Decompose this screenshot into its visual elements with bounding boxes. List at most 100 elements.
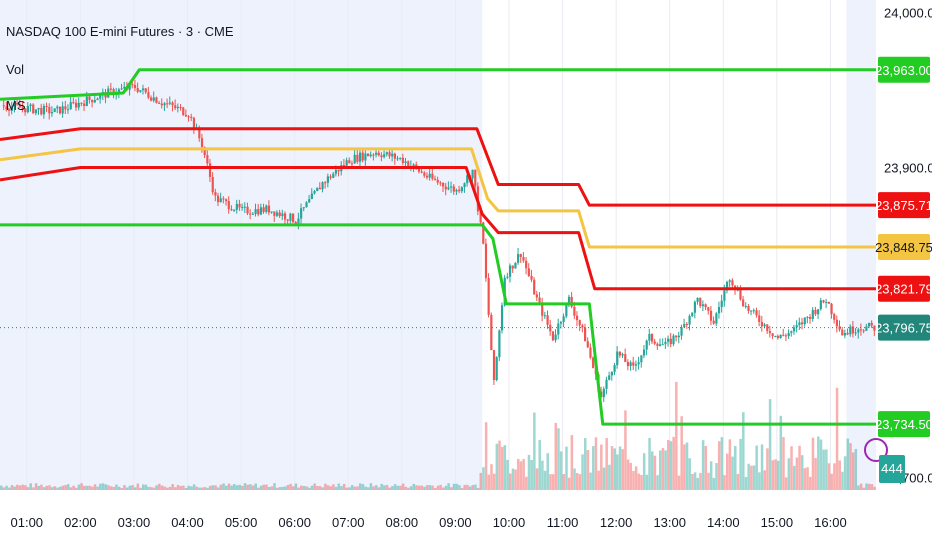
candle-body [463,183,466,188]
alert-circle-icon[interactable] [864,438,888,462]
volume-bar [650,451,654,490]
symbol-legend[interactable]: NASDAQ 100 E-mini Futures · 3 · CME [6,24,234,39]
candle-body [176,106,180,109]
candle-body [782,334,785,336]
volume-bar [811,437,815,490]
candle-body [61,106,64,114]
price-tag-label: 23,963.00 [875,63,932,78]
volume-bar [214,485,217,490]
candle-body [77,102,80,108]
candle-body [246,206,249,214]
volume-bar [809,476,812,490]
red-level-line-3 [0,165,876,291]
candle-body [490,314,493,351]
candle-body [393,153,396,159]
candle-body [206,155,209,164]
indicator-legend[interactable]: MS [6,98,26,113]
candle-body [404,161,407,163]
candle-body [661,344,664,346]
candle-body [302,207,305,209]
candle-body [286,219,289,221]
volume-bar [302,485,306,490]
candle-body [514,262,517,269]
candle-body [517,254,520,263]
volume-legend[interactable]: Vol [6,62,25,77]
candle-body [725,281,729,291]
candle-body [685,323,688,325]
volume-bar [117,486,121,490]
volume-bars [0,381,876,490]
volume-bar [667,439,670,490]
candle-body [677,335,680,338]
volume-bar [356,486,359,490]
candle-body [5,106,8,110]
volume-bar [541,460,544,490]
candle-body [313,191,316,194]
candle-body [492,350,496,380]
candle-body [747,306,750,312]
candle-body [867,322,871,327]
volume-bar [281,486,284,490]
candle-body [565,303,568,317]
candle-body [160,103,163,106]
candle-body [163,103,166,106]
volume-bar [150,487,153,490]
volume-bar [436,485,440,490]
volume-bar [479,472,483,490]
volume-bar [246,484,249,490]
candle-body [774,335,777,337]
volume-bar [442,487,445,490]
volume-bar [294,483,298,490]
volume-bar [669,441,673,490]
candle-body [525,260,528,269]
candle-body [586,341,589,348]
candle-body [238,203,241,208]
volume-bar [88,485,91,490]
candle-body [198,127,201,139]
volume-bar [61,485,65,490]
volume-bar [388,487,391,490]
candle-body [530,275,533,280]
candle-body [230,209,233,211]
volume-bar [321,487,324,490]
volume-bar [557,428,560,490]
volume-bar [565,446,568,490]
candle-body [407,161,410,167]
volume-bar [763,470,766,490]
volume-bar [227,483,231,490]
candle-body [479,211,482,223]
volume-bar [56,487,59,490]
price-tag-label: 23,848.75 [875,240,932,255]
volume-bar [760,444,764,490]
candle-body [350,163,354,165]
volume-bar [216,487,220,490]
volume-bar [206,487,209,490]
volume-bar [725,453,729,490]
volume-bar [455,483,458,490]
volume-bar [230,485,233,490]
volume-bar [369,483,373,490]
candle-body [634,364,638,366]
candle-body [329,176,332,178]
volume-bar [383,485,386,490]
candle-body [659,344,662,346]
candle-body [243,206,246,208]
volume-bar [160,485,164,490]
volume-bar [225,485,228,490]
volume-bar [50,487,54,490]
volume-bar [498,440,501,490]
volume-bar [720,437,724,490]
candle-body [53,108,56,113]
candle-body [131,84,134,86]
x-tick-label: 01:00 [11,515,44,530]
candle-body [500,305,504,331]
candle-body [139,90,142,92]
x-tick-label: 08:00 [386,515,419,530]
price-tag-current [878,314,930,341]
volume-bar [771,460,775,490]
candle-body [581,325,584,328]
volume-bar [259,485,263,490]
candle-body [664,341,667,345]
